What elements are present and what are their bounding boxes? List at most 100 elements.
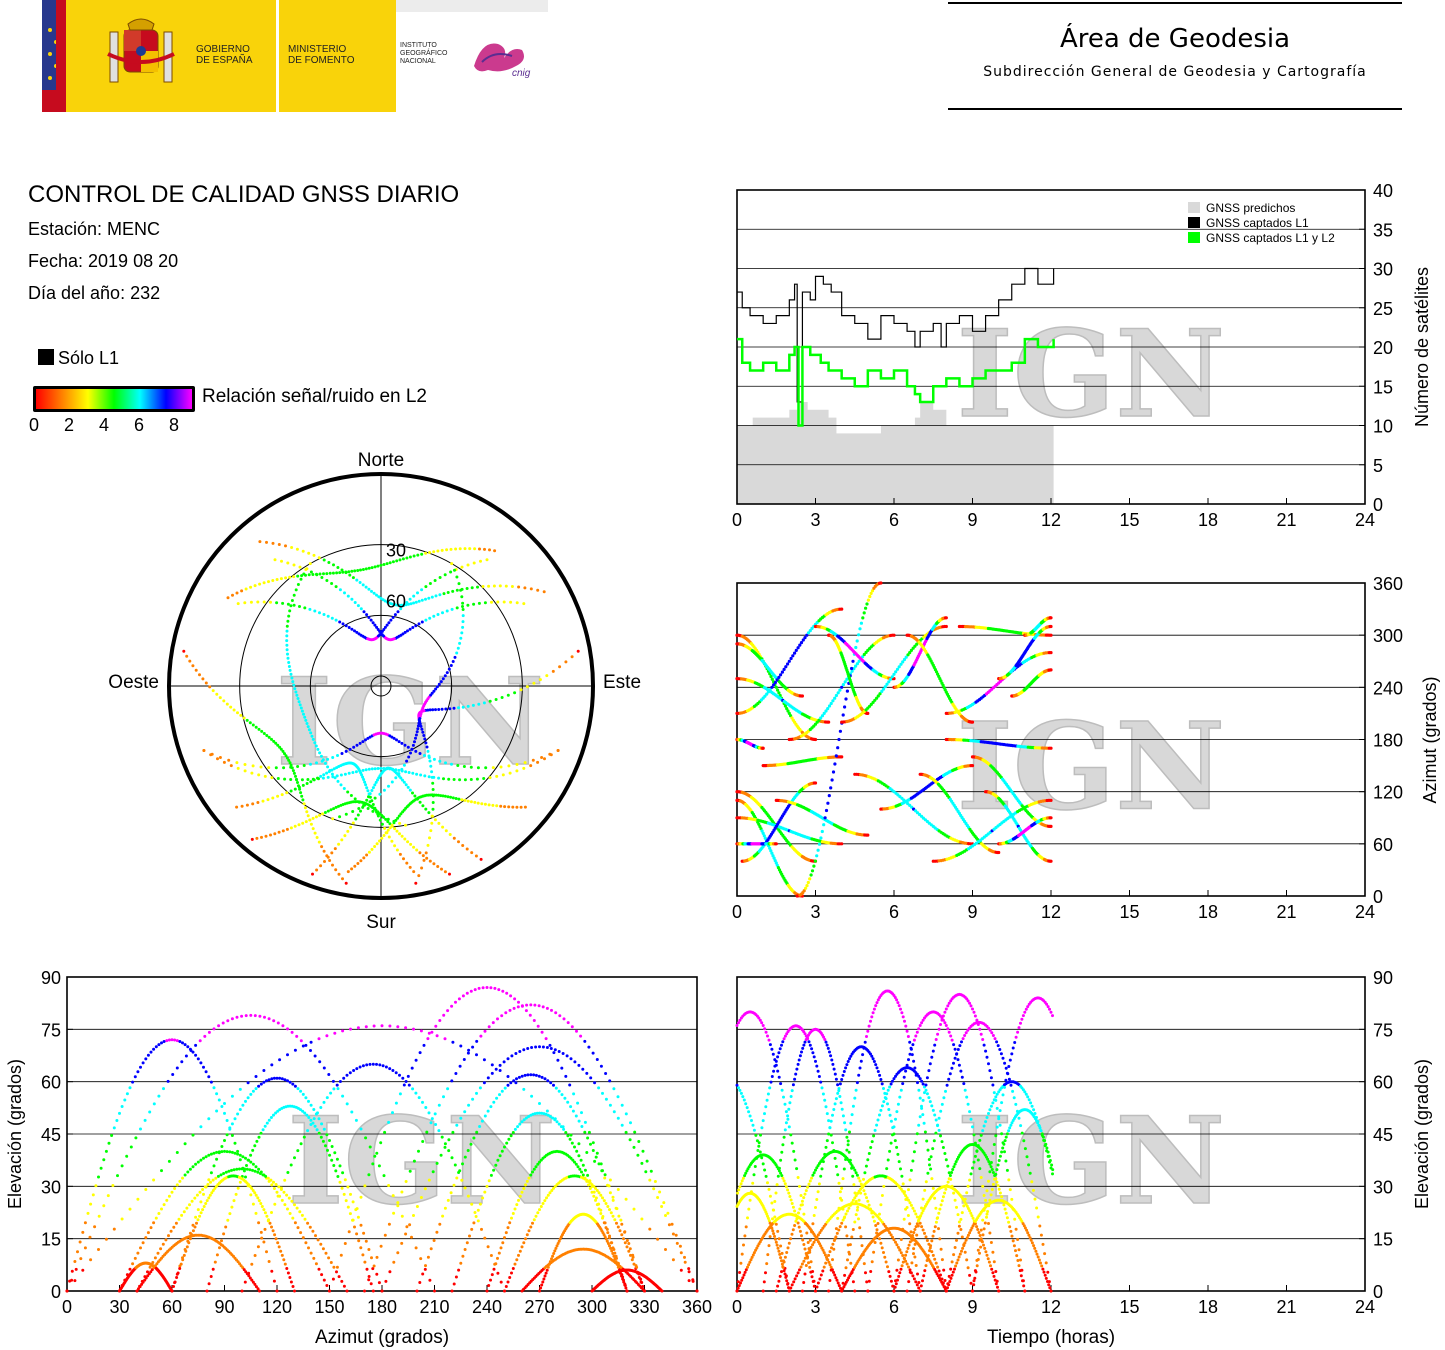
azimuth-point xyxy=(1008,839,1012,843)
azimuth-point xyxy=(758,655,763,659)
skyplot-point xyxy=(385,831,389,835)
elev-az-point xyxy=(290,1030,294,1034)
azimuth-point xyxy=(807,858,811,862)
elev-az-point xyxy=(160,1274,164,1277)
azimuth-point xyxy=(1012,694,1017,698)
skyplot-point xyxy=(365,613,369,617)
elev-az-point xyxy=(279,1249,283,1253)
elev-az-point xyxy=(138,1285,142,1289)
azimuth-point xyxy=(823,720,828,724)
azimuth-point xyxy=(784,827,788,832)
azimuth-point xyxy=(845,689,850,693)
elev-az-point xyxy=(222,1177,226,1181)
azimuth-point xyxy=(799,833,804,838)
elev-az-point xyxy=(506,1075,510,1078)
elev-az-point xyxy=(266,1176,270,1180)
azimuth-point xyxy=(840,637,844,642)
skyplot-point xyxy=(420,866,424,870)
azimuth-point xyxy=(869,591,873,596)
skyplot-point xyxy=(279,747,283,751)
elev-az-point xyxy=(154,1045,158,1049)
azimuth-point xyxy=(932,625,936,629)
azimuth-point xyxy=(785,707,789,711)
skyplot-point xyxy=(302,712,305,716)
azimuth-point xyxy=(757,655,761,659)
elev-az-point xyxy=(596,1283,600,1287)
elev-az-point xyxy=(637,1272,641,1276)
elev-az-point xyxy=(578,1175,582,1179)
elev-az-point xyxy=(173,1243,177,1247)
elev-t-point xyxy=(806,1037,810,1041)
azimuth-point xyxy=(1011,694,1015,698)
elev-az-point xyxy=(244,1156,247,1160)
azimuth-point xyxy=(1017,660,1021,664)
skyplot-point xyxy=(417,719,421,723)
azimuth-point xyxy=(888,806,892,810)
skyplot-point xyxy=(342,762,346,766)
azimuth-point xyxy=(779,696,784,700)
azimuth-point xyxy=(875,696,879,700)
azimuth-point xyxy=(990,741,994,745)
elev-az-point xyxy=(204,1185,208,1189)
skyplot-point xyxy=(378,629,382,633)
elev-az-point xyxy=(288,1104,292,1108)
skyplot-watermark: IGN xyxy=(276,652,544,793)
skyplot-point xyxy=(359,809,362,813)
elev-az-point xyxy=(118,1289,121,1293)
azimuth-point xyxy=(827,633,831,637)
azimuth-point xyxy=(901,660,905,664)
azimuth-point xyxy=(777,798,781,803)
elev-t-point xyxy=(735,1289,739,1293)
skyplot-point xyxy=(289,672,293,676)
azimuth-point xyxy=(1033,801,1037,805)
azimuth-point xyxy=(937,776,941,781)
elev-az-point xyxy=(629,1275,633,1278)
elev-az-point xyxy=(223,1139,226,1142)
elev-az-point xyxy=(148,1110,152,1114)
azimuth-point xyxy=(1004,782,1009,787)
azimuth-point xyxy=(811,859,815,863)
skyplot-point xyxy=(362,801,366,805)
azimuth-point xyxy=(777,825,781,829)
elev-t-point xyxy=(799,1194,803,1197)
elev-az-point xyxy=(137,1287,140,1291)
azimuth-point xyxy=(997,796,1001,800)
azimuth-point xyxy=(811,737,815,741)
elev-az-point xyxy=(687,1279,691,1283)
skyplot-point xyxy=(446,795,450,799)
azimuth-point xyxy=(1037,674,1041,678)
elev-az-point xyxy=(249,1193,253,1197)
skyplot-point xyxy=(472,602,476,606)
area-subtitle: Subdirección General de Geodesia y Carto… xyxy=(983,64,1367,80)
elev-az-point xyxy=(207,1075,211,1079)
azimuth-point xyxy=(930,629,935,633)
skyplot-point xyxy=(426,708,430,712)
azimuth-point xyxy=(967,847,971,851)
azimuth-point xyxy=(736,790,740,794)
skyplot-point xyxy=(285,643,289,647)
elev-az-point xyxy=(421,1272,425,1276)
skyplot-point xyxy=(482,777,486,780)
skyplot-point xyxy=(376,812,380,816)
azimuth-point xyxy=(1032,655,1036,659)
azimuth-point xyxy=(921,646,926,650)
skyplot-point xyxy=(368,795,372,799)
elev-az-point xyxy=(610,1241,614,1245)
azimuth-point xyxy=(792,692,796,696)
elev-az-point xyxy=(577,1213,581,1217)
azimuth-point xyxy=(744,816,748,820)
skyplot-point xyxy=(495,774,499,778)
skyplot-point xyxy=(434,793,438,797)
elev-az-point xyxy=(138,1284,142,1288)
skyplot-point xyxy=(502,600,506,604)
azimuth-point xyxy=(756,842,760,846)
skyplot-point xyxy=(328,571,332,575)
elev-t-point xyxy=(774,1063,778,1067)
elev-az-point xyxy=(394,1101,398,1105)
elev-az-point xyxy=(679,1268,683,1272)
skyplot-point xyxy=(523,761,527,765)
azimuth-point xyxy=(809,809,814,814)
azimuth-point xyxy=(801,712,805,716)
azimuth-point xyxy=(941,858,945,862)
azimuth-point xyxy=(841,720,846,724)
